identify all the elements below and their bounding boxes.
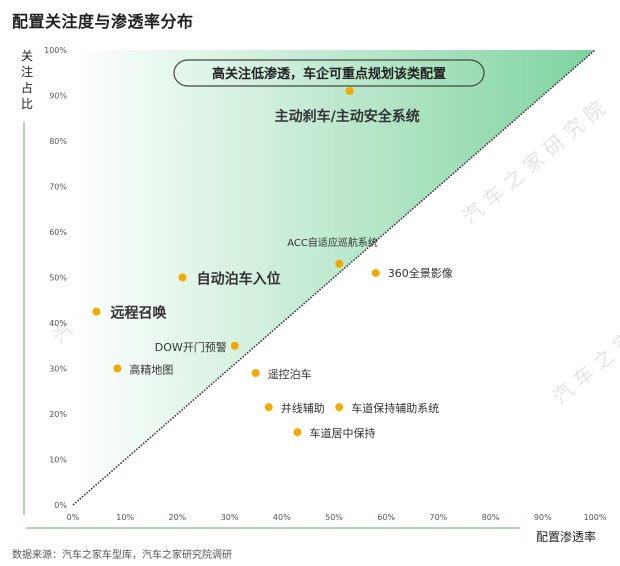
axis-ticks: 0% 10% 20% 30% 40% 50% 60% 70% 80% 90% 100% 0% 10% 20…: [44, 46, 607, 522]
data-point-label: 主动刹车/主动安全系统: [275, 108, 420, 125]
callout-border: [173, 59, 485, 87]
x-tick-label: 60%: [377, 513, 395, 522]
x-tick-label: 0%: [67, 513, 80, 522]
data-point-label: 遥控泊车: [268, 367, 312, 381]
y-tick-label: 80%: [49, 137, 67, 146]
x-tick-label: 10%: [116, 513, 134, 522]
y-tick-label: 90%: [49, 92, 67, 101]
x-tick-label: 20%: [169, 513, 187, 522]
x-tick-label: 30%: [221, 513, 239, 522]
x-tick-label: 70%: [430, 513, 448, 522]
data-point-label: ACC自适应巡航系统: [287, 236, 378, 249]
data-point-marker: [178, 273, 187, 282]
data-point-marker: [335, 403, 344, 412]
data-point-marker: [345, 86, 354, 95]
data-source: 数据来源：汽车之家车型库，汽车之家研究院调研: [12, 550, 232, 561]
data-point-label: 车道居中保持: [309, 426, 375, 440]
y-tick-label: 70%: [49, 183, 67, 192]
y-tick-label: 40%: [49, 319, 67, 328]
y-axis-label-1: 关: [21, 49, 33, 63]
data-point-marker: [113, 364, 122, 373]
y-axis-label-2: 注: [21, 64, 33, 79]
data-point-marker: [251, 369, 260, 378]
x-tick-label: 50%: [325, 513, 343, 522]
data-point-marker: [371, 268, 380, 277]
x-tick-label: 80%: [482, 513, 500, 522]
y-tick-label: 30%: [49, 365, 67, 374]
y-tick-label: 20%: [49, 410, 67, 419]
callout-text: 高关注低渗透，车企可重点规划该类配置: [212, 66, 446, 82]
y-axis-label-4: 比: [21, 97, 33, 111]
y-tick-label: 50%: [49, 274, 67, 283]
watermark-text: 汽 车 之 家 研 究 院: [548, 276, 620, 409]
data-point-label: 远程召唤: [110, 305, 166, 322]
y-tick-label: 100%: [44, 46, 67, 55]
x-axis-label: 配置渗透率: [536, 529, 596, 544]
x-tick-label: 100%: [584, 513, 607, 522]
y-tick-label: 0%: [54, 501, 67, 510]
data-point-label: 并线辅助: [281, 401, 325, 415]
y-axis-label-3: 占: [21, 80, 33, 95]
data-point-marker: [293, 428, 302, 437]
data-point-marker: [264, 403, 273, 412]
chart-title: 配置关注度与渗透率分布: [12, 12, 194, 31]
data-point-label: DOW开门预警: [155, 340, 227, 354]
callout-box: 高关注低渗透，车企可重点规划该类配置: [173, 59, 485, 87]
x-tick-label: 90%: [534, 513, 552, 522]
data-point-label: 车道保持辅助系统: [351, 401, 439, 415]
data-point-label: 360全景影像: [388, 266, 453, 280]
diagonal-line: [72, 49, 596, 506]
y-tick-label: 10%: [49, 456, 67, 465]
data-point-marker: [335, 259, 344, 268]
data-point-label: 自动泊车入位: [197, 271, 281, 288]
data-point-marker: [92, 307, 101, 316]
y-tick-label: 60%: [49, 228, 67, 237]
x-tick-label: 40%: [273, 513, 291, 522]
data-point-marker: [230, 341, 239, 350]
data-point-label: 高精地图: [129, 363, 173, 377]
